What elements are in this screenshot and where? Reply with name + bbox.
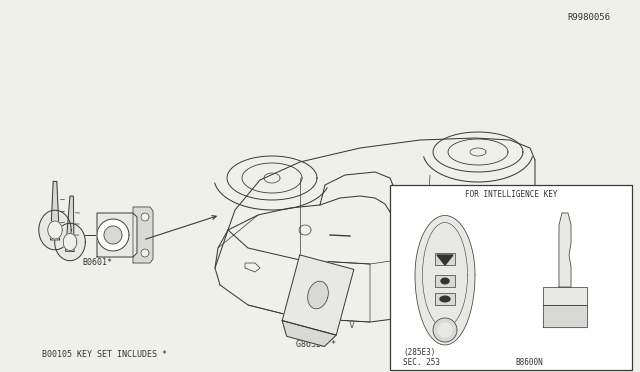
Polygon shape <box>435 275 455 287</box>
Polygon shape <box>65 196 74 251</box>
Polygon shape <box>494 233 526 251</box>
Polygon shape <box>141 249 149 257</box>
Text: FOR INTELLIGENCE KEY: FOR INTELLIGENCE KEY <box>465 190 557 199</box>
Polygon shape <box>438 323 452 337</box>
Polygon shape <box>104 226 122 244</box>
Polygon shape <box>527 325 537 335</box>
Polygon shape <box>435 253 455 265</box>
Polygon shape <box>63 234 77 250</box>
Text: (285E3): (285E3) <box>403 348 435 357</box>
Polygon shape <box>492 270 528 330</box>
Polygon shape <box>433 318 457 342</box>
Polygon shape <box>48 221 62 239</box>
Text: SEC. 253: SEC. 253 <box>403 358 440 367</box>
Polygon shape <box>51 182 60 240</box>
Polygon shape <box>502 265 518 275</box>
Polygon shape <box>308 281 328 309</box>
Polygon shape <box>440 296 450 302</box>
Polygon shape <box>478 323 542 337</box>
Polygon shape <box>55 223 85 261</box>
Polygon shape <box>484 228 536 256</box>
Text: B0601*: B0601* <box>82 258 112 267</box>
Text: B8694S *: B8694S * <box>543 301 583 310</box>
Polygon shape <box>543 287 587 305</box>
Polygon shape <box>141 213 149 221</box>
Polygon shape <box>441 278 449 284</box>
Polygon shape <box>282 255 354 335</box>
Polygon shape <box>559 213 571 287</box>
Polygon shape <box>97 219 129 251</box>
Text: B8600N: B8600N <box>515 358 543 367</box>
Polygon shape <box>483 325 493 335</box>
Polygon shape <box>543 305 587 327</box>
Polygon shape <box>437 255 453 265</box>
Polygon shape <box>506 277 514 297</box>
Polygon shape <box>435 293 455 305</box>
Text: R9980056: R9980056 <box>567 13 610 22</box>
Polygon shape <box>415 215 475 345</box>
Polygon shape <box>390 185 632 370</box>
Polygon shape <box>133 207 153 263</box>
Polygon shape <box>282 321 336 346</box>
Text: B00105 KEY SET INCLUDES *: B00105 KEY SET INCLUDES * <box>42 350 167 359</box>
Text: G8632S *: G8632S * <box>296 340 336 349</box>
Polygon shape <box>97 213 137 257</box>
Text: B8643W *: B8643W * <box>543 244 583 253</box>
Polygon shape <box>39 210 71 250</box>
Polygon shape <box>493 259 527 281</box>
